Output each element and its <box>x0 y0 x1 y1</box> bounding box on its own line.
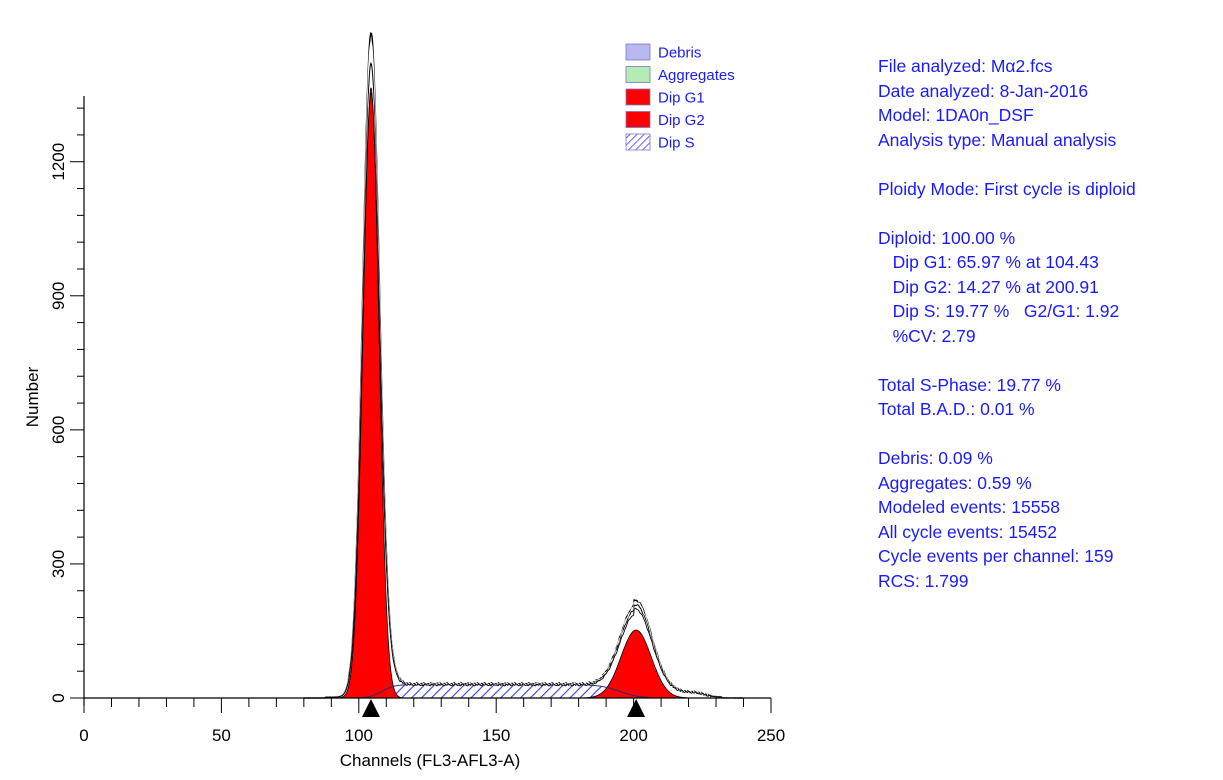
stats-spacer <box>878 201 1218 226</box>
x-tick-label: 100 <box>345 726 373 745</box>
stats-line: Date analyzed: 8-Jan-2016 <box>878 80 1089 101</box>
stats-line: Dip S: 19.77 % G2/G1: 1.92 <box>878 301 1120 321</box>
legend: Debris Aggregates Dip G1 Dip G2 Dip S <box>625 43 735 152</box>
stats-line: Diploid: 100.00 % <box>878 227 1016 248</box>
y-axis-label: Number <box>23 366 42 427</box>
plot-area <box>303 32 744 699</box>
cell-cycle-chart: 0 50 100 150 200 250 0 300 600 900 1200 Channels (… <box>23 32 785 770</box>
stats-line: Cycle events per channel: 159 <box>878 546 1114 566</box>
peak-marker <box>361 699 380 717</box>
legend-swatch <box>625 66 651 83</box>
legend-label: Debris <box>658 45 701 62</box>
stats-line: Model: 1DA0n_DSF <box>878 105 1034 125</box>
legend-label: Dip G2 <box>658 112 705 129</box>
stats-line: Analysis type: Manual analysis <box>878 129 1117 150</box>
stats-line: All cycle events: 15452 <box>878 521 1057 542</box>
y-tick-label: 600 <box>49 416 68 444</box>
analysis-stats-panel: File analyzed: Mα2.fcs Date analyzed: 8-J… <box>878 54 1218 593</box>
peak-marker <box>627 699 646 717</box>
legend-swatch <box>625 43 651 61</box>
x-tick-label: 150 <box>482 726 510 745</box>
stats-line: Dip G2: 14.27 % at 200.91 <box>878 276 1099 297</box>
legend-label: Dip S <box>658 135 695 152</box>
dip-g2-area <box>575 629 697 699</box>
legend-label: Dip G1 <box>658 90 705 107</box>
stats-line: %CV: 2.79 <box>878 325 976 346</box>
legend-label: Aggregates <box>658 67 735 84</box>
x-tick-label: 0 <box>79 726 88 745</box>
y-tick-label: 900 <box>49 282 68 310</box>
dip-s-area <box>358 684 648 698</box>
legend-swatch <box>625 88 651 106</box>
x-tick-label: 250 <box>757 726 785 745</box>
stats-line: Modeled events: 15558 <box>878 497 1060 517</box>
stats-line: Total B.A.D.: 0.01 % <box>878 399 1035 419</box>
stats-line: Dip G1: 65.97 % at 104.43 <box>878 252 1099 272</box>
y-tick-label: 1200 <box>49 143 68 181</box>
x-tick-label: 50 <box>212 726 231 745</box>
stats-spacer <box>878 422 1218 447</box>
legend-swatch <box>625 111 651 128</box>
y-tick-label: 0 <box>49 693 68 702</box>
legend-swatch <box>625 133 651 151</box>
stats-line: File analyzed: Mα2.fcs <box>878 56 1053 76</box>
x-axis-label: Channels (FL3-AFL3-A) <box>340 751 520 770</box>
y-tick-label: 300 <box>49 550 68 578</box>
stats-line: RCS: 1.799 <box>878 570 969 591</box>
stats-line: Total S-Phase: 19.77 % <box>878 374 1061 395</box>
dip-g1-area <box>332 87 410 699</box>
stats-line: Aggregates: 0.59 % <box>878 472 1032 493</box>
axes: 0 50 100 150 200 250 0 300 600 900 1200 <box>49 96 785 745</box>
stats-line: Debris: 0.09 % <box>878 448 993 468</box>
x-tick-label: 200 <box>619 726 647 745</box>
stats-spacer <box>878 152 1218 177</box>
stats-spacer <box>878 348 1218 373</box>
histogram-trace <box>303 92 744 699</box>
stats-line: Ploidy Mode: First cycle is diploid <box>878 178 1136 199</box>
